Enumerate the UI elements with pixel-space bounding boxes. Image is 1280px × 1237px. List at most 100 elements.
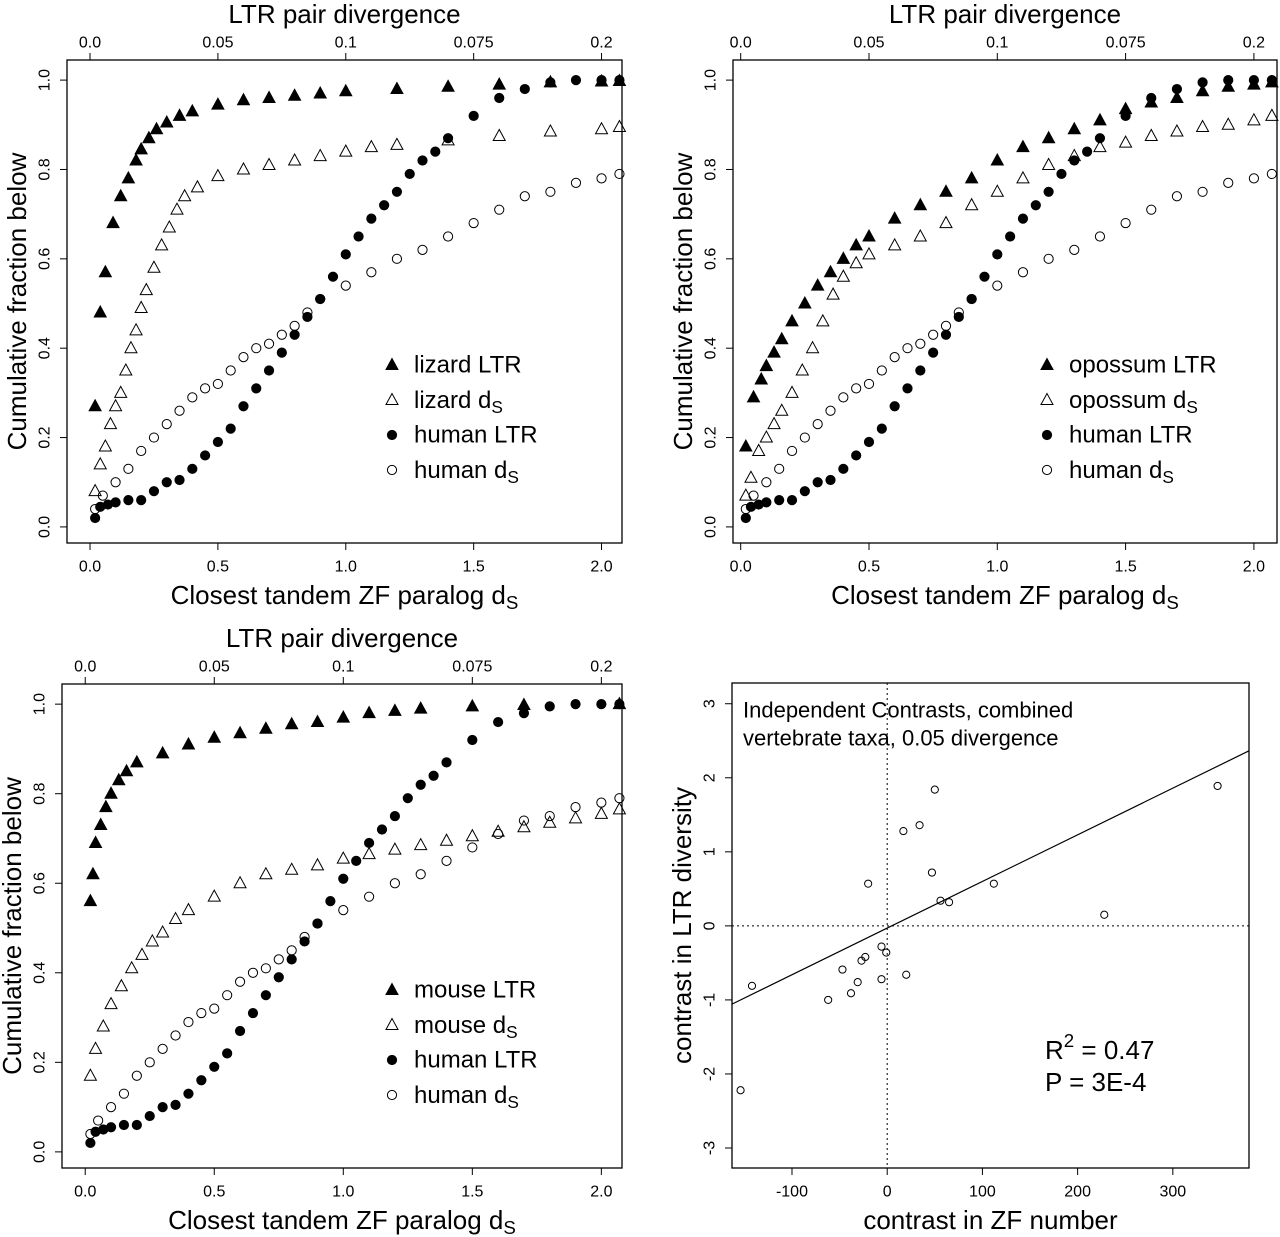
triangle-marker [990, 184, 1005, 197]
circle-marker [1213, 781, 1222, 791]
circle-marker [97, 490, 108, 501]
legend-label: lizard dS [414, 387, 503, 418]
x-tick-label: 1.5 [461, 1184, 483, 1201]
y-tick-label: 0.4 [703, 337, 720, 359]
circle-marker [838, 965, 847, 974]
triangle-marker [785, 313, 799, 327]
triangle-marker [310, 857, 325, 871]
triangle-marker [119, 763, 134, 777]
circle-marker [379, 200, 390, 211]
circle-marker [493, 716, 504, 728]
x2-tick-label: 0.05 [199, 659, 230, 676]
circle-marker [225, 365, 236, 376]
stat-label: P = 3E-4 [1045, 1067, 1146, 1097]
circle-marker [157, 1102, 168, 1113]
triangle-marker [465, 698, 480, 712]
stat-label-part: = 0.47 [1074, 1035, 1154, 1065]
circle-marker [430, 146, 441, 157]
triangle-marker [108, 398, 123, 412]
legend-label: human LTR [414, 1047, 538, 1074]
circle-marker [366, 267, 377, 278]
circle-marker [105, 1102, 117, 1113]
triangle-marker [155, 924, 170, 938]
circle-marker [1030, 200, 1041, 211]
circle-marker [286, 954, 297, 965]
triangle-marker [385, 982, 399, 995]
triangle-marker [177, 188, 192, 202]
circle-marker [786, 445, 798, 457]
circle-marker [596, 173, 607, 184]
x-axis-label-part: Closest tandem ZF paralog d [168, 1205, 503, 1235]
y-tick-label: 0.0 [32, 1141, 49, 1163]
circle-marker [992, 249, 1003, 260]
triangle-marker [142, 130, 156, 144]
triangle-marker [181, 902, 196, 916]
circle-marker [570, 75, 582, 86]
y-tick-label: -2 [702, 1067, 719, 1081]
circle-marker [1146, 92, 1157, 104]
circle-marker [899, 827, 908, 836]
circle-marker [519, 191, 530, 202]
circle-marker [825, 474, 836, 486]
circle-marker [260, 963, 271, 974]
circle-marker [174, 405, 185, 416]
circle-marker [251, 383, 262, 394]
circle-marker [544, 810, 555, 822]
circle-marker [161, 419, 172, 430]
circle-marker [286, 945, 297, 956]
circle-marker [353, 231, 364, 242]
triangle-marker [211, 168, 225, 182]
triangle-marker [805, 340, 820, 354]
circle-marker [1094, 231, 1106, 242]
triangle-marker [233, 875, 247, 889]
triangle-marker [612, 119, 627, 133]
circle-marker [105, 1122, 117, 1133]
circle-marker [570, 177, 582, 188]
x2-tick-label: 0.075 [454, 35, 494, 52]
x-tick-label: 2.0 [590, 1184, 612, 1201]
triangle-marker [313, 148, 328, 162]
circle-marker [596, 699, 607, 710]
triangle-marker [836, 251, 851, 264]
circle-marker [838, 463, 849, 474]
circle-marker [415, 869, 426, 880]
triangle-marker [887, 237, 902, 251]
circle-marker [276, 347, 287, 358]
circle-marker [110, 477, 121, 488]
annotation: vertebrate taxa, 0.05 divergence [743, 726, 1059, 751]
circle-marker [312, 918, 323, 929]
circle-marker [915, 821, 924, 830]
plot-frame [731, 682, 1250, 1169]
circle-marker [940, 329, 952, 340]
circle-marker [1223, 177, 1234, 188]
circle-marker [944, 898, 954, 907]
triangle-marker [767, 416, 781, 430]
circle-marker [302, 307, 313, 318]
x-axis-label: Closest tandem ZF paralog dS [831, 580, 1179, 613]
triangle-marker [810, 278, 825, 291]
legend-label-sub: S [1162, 467, 1174, 487]
triangle-marker [134, 300, 149, 313]
triangle-marker [262, 90, 276, 103]
circle-marker [518, 815, 530, 826]
triangle-marker [181, 736, 196, 750]
circle-marker [442, 133, 454, 144]
triangle-marker [795, 362, 810, 376]
circle-marker [877, 942, 886, 951]
triangle-marker [964, 170, 979, 184]
circle-marker [774, 495, 785, 506]
triangle-marker [1247, 112, 1261, 126]
triangle-marker [492, 128, 507, 141]
circle-marker [148, 486, 160, 497]
triangle-marker [465, 828, 480, 842]
circle-marker [748, 490, 759, 501]
circle-marker [596, 797, 607, 808]
circle-marker [225, 423, 236, 434]
circle-marker [519, 83, 530, 95]
triangle-marker [93, 456, 108, 470]
circle-marker [1171, 83, 1183, 95]
circle-marker [1266, 168, 1277, 180]
circle-marker [276, 329, 287, 340]
triangle-marker [774, 403, 789, 416]
circle-marker [144, 1110, 155, 1122]
